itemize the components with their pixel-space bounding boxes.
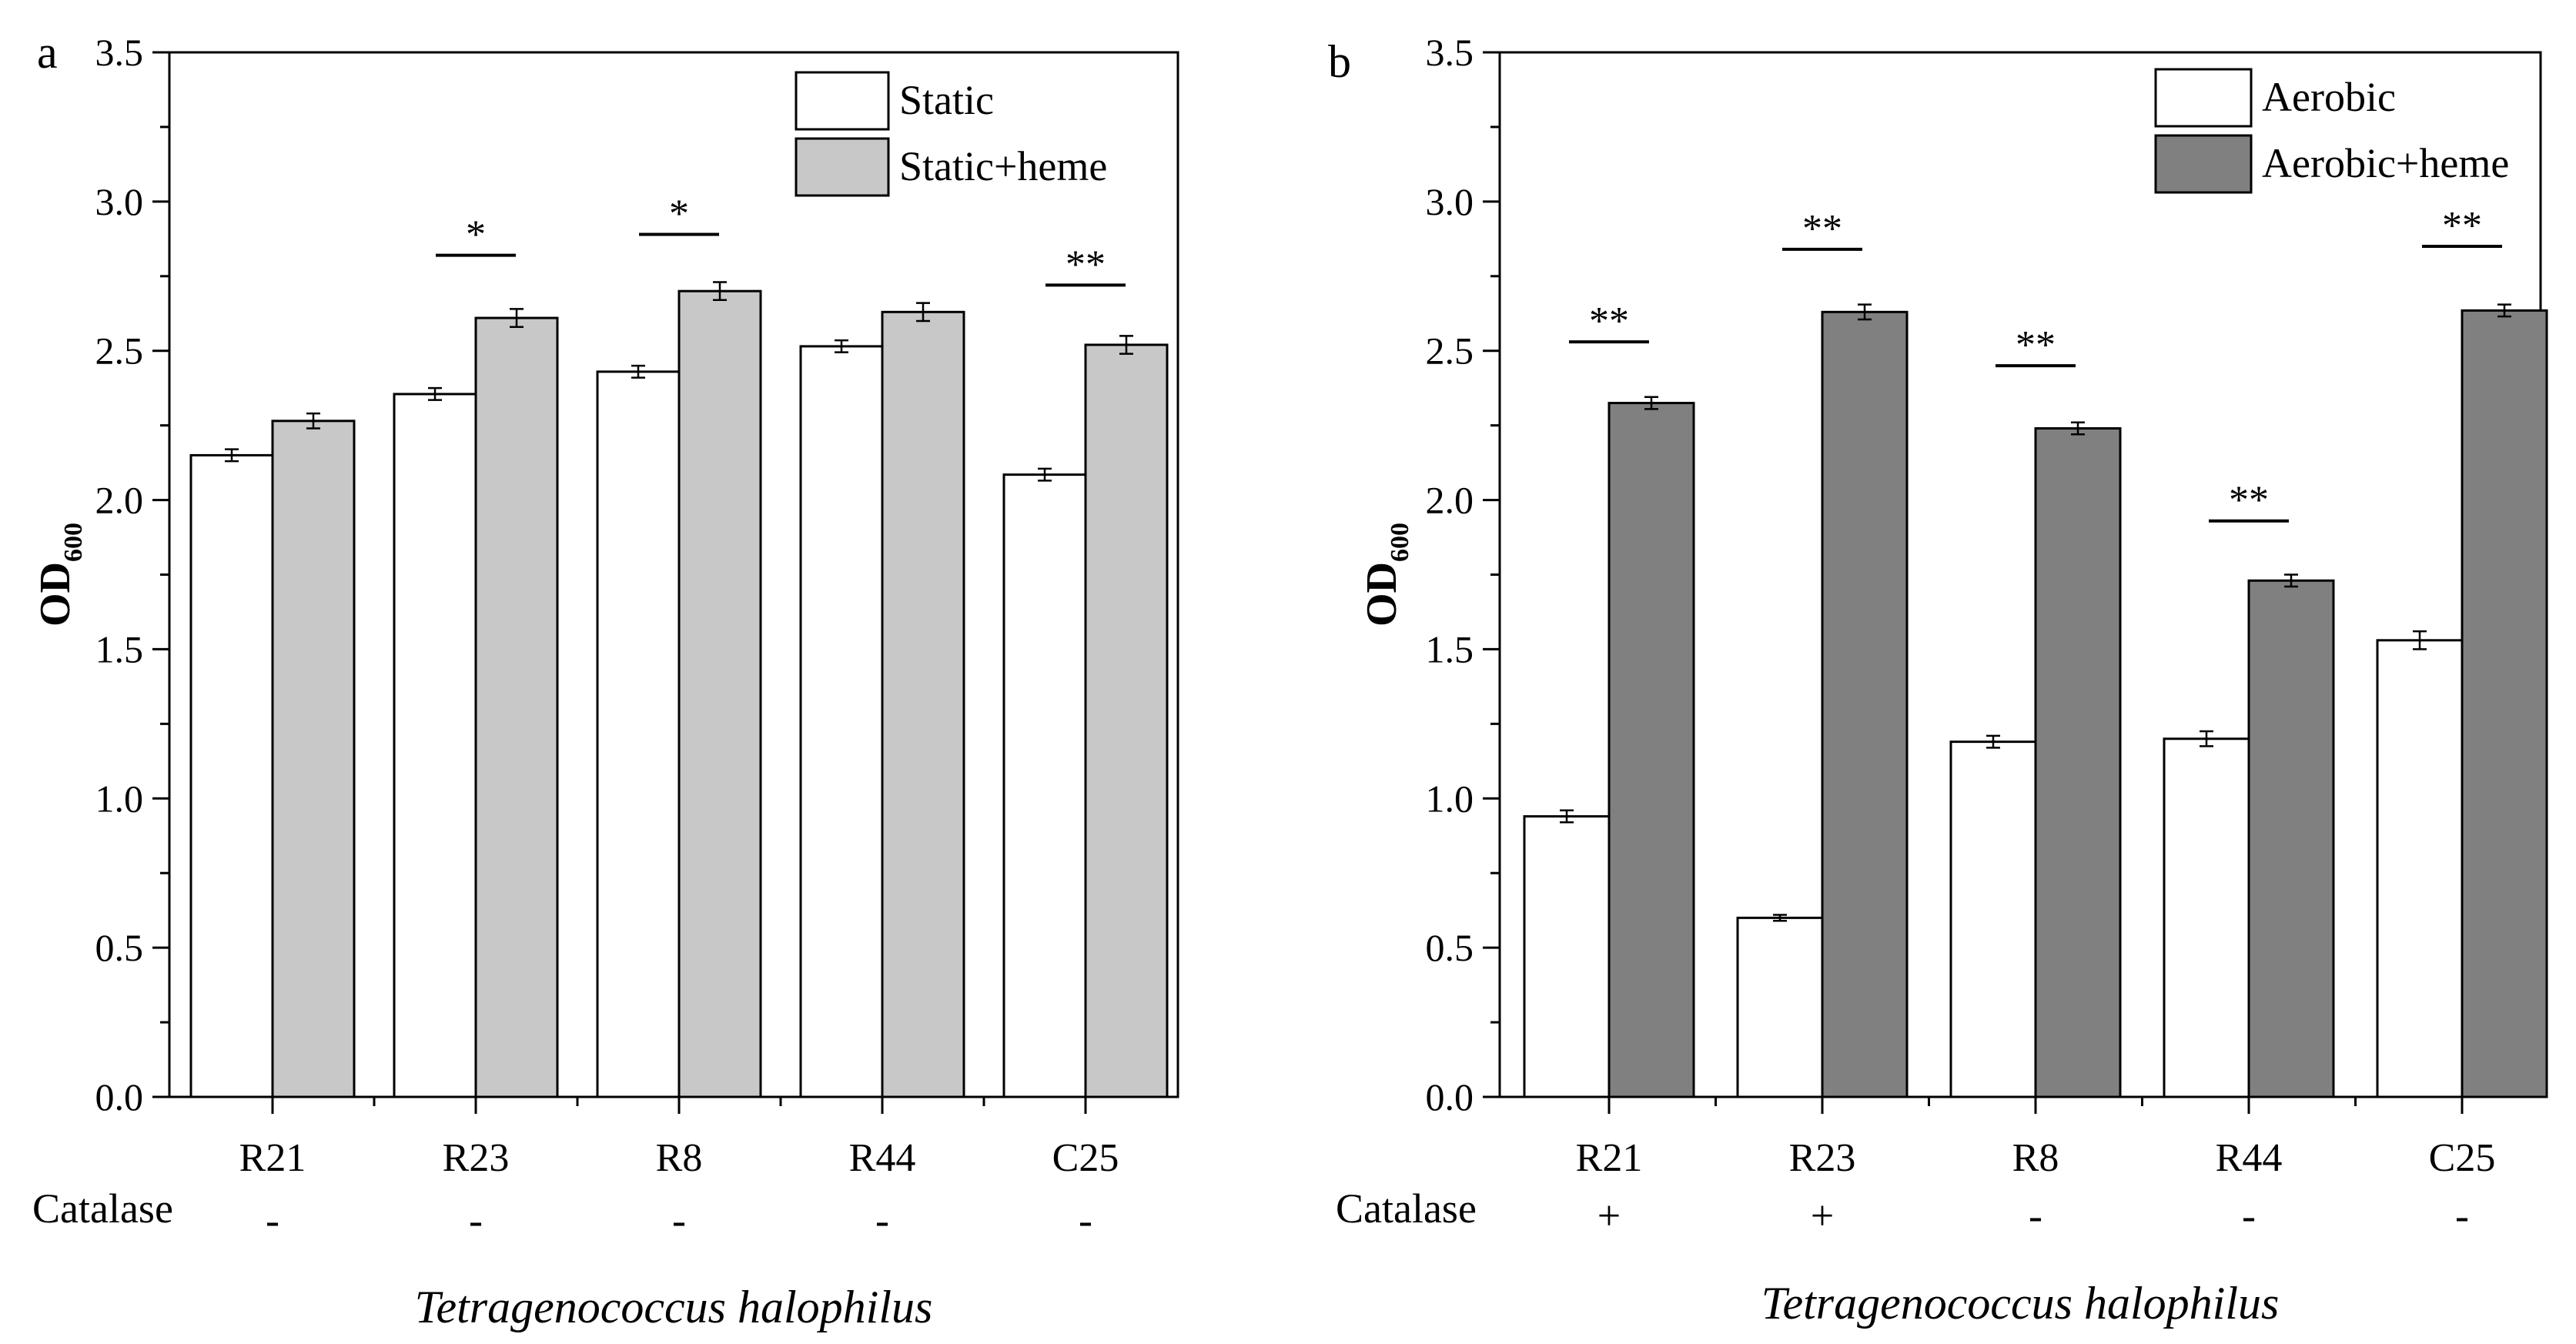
y-axis-label-main: OD <box>1358 562 1406 627</box>
bar-static-plus-heme <box>881 310 965 1098</box>
panel-letter: b <box>1328 36 1351 87</box>
y-tick-label: 1.5 <box>95 627 144 670</box>
significance-label: * <box>466 213 486 257</box>
catalase-value: - <box>469 1197 483 1243</box>
bar-static-plus-heme <box>1084 343 1169 1098</box>
y-tick-label: 2.0 <box>1426 479 1474 522</box>
catalase-row-label: Catalase <box>1336 1185 1477 1232</box>
y-tick-label: 0.5 <box>95 926 144 969</box>
y-tick-label: 0.0 <box>1426 1075 1474 1118</box>
bar-static <box>189 453 274 1098</box>
significance-label: ** <box>1066 242 1106 286</box>
bar-static <box>596 370 681 1098</box>
bar-aerobic <box>2163 737 2250 1098</box>
catalase-value: - <box>1079 1197 1092 1243</box>
bar-aerobic-plus-heme <box>2034 427 2122 1098</box>
bar-aerobic-plus-heme <box>1607 402 1695 1098</box>
bar-static <box>799 345 884 1098</box>
y-tick-label: 1.5 <box>1426 627 1474 670</box>
x-category-label: R23 <box>443 1136 510 1180</box>
legend-swatch <box>2154 68 2253 128</box>
y-tick-label: 2.0 <box>95 479 144 522</box>
legend-swatch <box>795 137 890 197</box>
x-category-label: R8 <box>656 1136 703 1180</box>
legend-label: Aerobic <box>2262 74 2396 120</box>
y-tick-label: 2.5 <box>95 329 144 373</box>
panel-a-chart: 0.0 0.5 1.0 1.5 2.0 2.5 3.0 3.5 OD600 a R21 - R23 - R8… <box>32 27 1179 1332</box>
y-axis-label: OD600 <box>1358 523 1414 627</box>
x-category-label: R44 <box>2216 1136 2283 1180</box>
panel-letter: a <box>37 27 58 78</box>
x-category-label: C25 <box>1052 1136 1119 1180</box>
legend-swatch <box>2154 134 2253 194</box>
y-tick-label: 2.5 <box>1426 329 1474 373</box>
significance-label: ** <box>2229 479 2269 523</box>
x-category-label: R21 <box>1576 1136 1643 1180</box>
bar-static <box>393 393 477 1098</box>
panel-b-chart: 0.0 0.5 1.0 1.5 2.0 2.5 3.0 3.5 OD600 b R21 + R23 + R8… <box>1328 31 2548 1329</box>
significance-label: * <box>669 192 689 236</box>
y-tick-label: 3.0 <box>95 180 144 223</box>
y-axis-label-main: OD <box>32 562 79 627</box>
bar-aerobic <box>1949 741 2037 1098</box>
y-tick-label: 3.5 <box>95 31 144 74</box>
bar-static-plus-heme <box>677 289 762 1098</box>
x-category-label: R21 <box>239 1136 306 1180</box>
significance-label: ** <box>1802 207 1842 251</box>
y-axis-label: OD600 <box>32 523 88 627</box>
bar-static-plus-heme <box>474 316 559 1098</box>
significance-label: ** <box>2016 323 2056 367</box>
legend-label: Aerobic+heme <box>2262 140 2509 186</box>
bar-aerobic <box>1523 815 1611 1098</box>
catalase-value: + <box>1811 1192 1834 1239</box>
bar-static <box>1002 473 1087 1098</box>
y-tick-label: 3.0 <box>1426 180 1474 223</box>
x-axis-title: Tetragenococcus halophilus <box>415 1282 933 1332</box>
legend-label: Static+heme <box>899 143 1107 189</box>
y-tick-label: 1.0 <box>1426 777 1474 820</box>
y-axis-label-subscript: 600 <box>1386 523 1414 562</box>
x-axis-title: Tetragenococcus halophilus <box>1761 1278 2280 1329</box>
x-category-label: R44 <box>849 1136 916 1180</box>
x-category-label: R8 <box>2012 1136 2059 1180</box>
bar-aerobic-plus-heme <box>2461 309 2548 1098</box>
catalase-value: - <box>2455 1192 2469 1239</box>
bar-static-plus-heme <box>271 420 356 1098</box>
x-category-label: R23 <box>1789 1136 1856 1180</box>
bar-aerobic <box>2376 639 2464 1098</box>
y-axis-label-subscript: 600 <box>59 523 88 562</box>
legend-label: Static <box>899 77 994 123</box>
bar-aerobic <box>1736 916 1824 1098</box>
catalase-value: - <box>672 1197 686 1243</box>
y-tick-label: 3.5 <box>1426 31 1474 74</box>
legend-swatch <box>795 71 890 131</box>
catalase-value: - <box>2029 1192 2042 1239</box>
catalase-row-label: Catalase <box>32 1185 173 1232</box>
bar-aerobic-plus-heme <box>2247 579 2335 1098</box>
x-category-label: C25 <box>2429 1136 2496 1180</box>
catalase-value: - <box>2242 1192 2256 1239</box>
catalase-value: - <box>266 1197 279 1243</box>
bar-aerobic-plus-heme <box>1821 310 1909 1098</box>
significance-label: ** <box>1589 299 1629 343</box>
catalase-value: + <box>1597 1192 1621 1239</box>
significance-label: ** <box>2442 204 2482 248</box>
y-tick-label: 0.5 <box>1426 926 1474 969</box>
y-tick-label: 1.0 <box>95 777 144 820</box>
catalase-value: - <box>875 1197 889 1243</box>
y-tick-label: 0.0 <box>95 1075 144 1118</box>
